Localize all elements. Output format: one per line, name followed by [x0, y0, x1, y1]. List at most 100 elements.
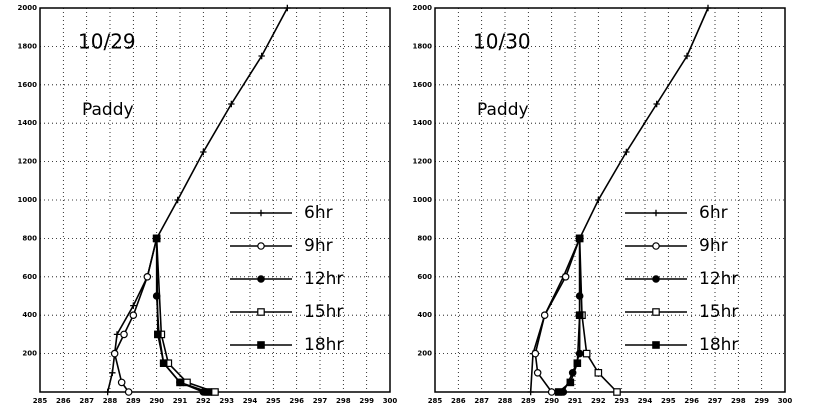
marker: [257, 209, 265, 217]
legend-label: 18hr: [304, 335, 343, 355]
y-tick-label: 200: [22, 350, 37, 358]
marker: [594, 369, 603, 377]
y-tick-label: 1600: [18, 81, 38, 89]
marker: [257, 341, 265, 349]
marker: [554, 388, 563, 396]
x-tick-label: 295: [266, 397, 281, 405]
marker: [623, 148, 630, 156]
marker: [652, 308, 660, 316]
plot-frame: [434, 7, 786, 393]
annotation: 10/29: [78, 30, 136, 54]
marker: [152, 234, 161, 243]
marker: [143, 272, 152, 281]
y-tick-label: 1600: [413, 81, 433, 89]
y-tick-label: 2000: [413, 4, 433, 12]
legend-label: 6hr: [699, 203, 728, 223]
x-tick-label: 286: [56, 397, 71, 405]
marker: [117, 378, 126, 387]
marker: [704, 4, 712, 12]
marker: [154, 330, 162, 339]
marker: [257, 242, 265, 250]
marker: [200, 148, 207, 156]
marker: [527, 388, 534, 396]
annotation: Paddy: [82, 100, 134, 120]
legend-label: 9hr: [304, 236, 333, 256]
x-tick-label: 291: [173, 397, 188, 405]
x-tick-label: 293: [219, 397, 234, 405]
marker: [575, 311, 584, 320]
x-tick-label: 287: [79, 397, 94, 405]
annotation: Paddy: [477, 100, 529, 120]
series-line: [155, 238, 216, 393]
marker: [113, 331, 121, 338]
x-tick-label: 298: [731, 397, 746, 405]
marker: [104, 388, 111, 396]
y-tick-label: 600: [417, 273, 432, 281]
marker: [258, 52, 265, 60]
marker: [582, 349, 591, 358]
marker: [575, 234, 584, 243]
y-tick-label: 800: [417, 234, 432, 242]
legend-label: 9hr: [699, 236, 728, 256]
y-tick-label: 1800: [413, 42, 433, 50]
marker: [211, 388, 219, 396]
marker: [257, 275, 265, 283]
legend-label: 15hr: [304, 302, 343, 322]
marker: [683, 52, 691, 60]
marker: [124, 388, 133, 396]
marker: [204, 388, 212, 396]
marker: [653, 100, 660, 108]
annotation: 10/30: [473, 30, 531, 54]
x-tick-label: 293: [614, 397, 629, 405]
x-tick-label: 300: [778, 397, 793, 405]
marker: [540, 311, 549, 320]
x-tick-label: 299: [359, 397, 374, 405]
x-tick-label: 288: [498, 397, 513, 405]
x-tick-label: 289: [126, 397, 141, 405]
legend-label: 6hr: [304, 203, 333, 223]
y-tick-label: 400: [417, 311, 432, 319]
y-tick-label: 1800: [18, 42, 38, 50]
series-line: [529, 7, 709, 393]
y-tick-label: 1000: [413, 196, 433, 204]
marker: [176, 378, 184, 387]
marker: [110, 349, 119, 358]
y-tick-label: 800: [22, 234, 37, 242]
x-tick-label: 290: [149, 397, 164, 405]
x-tick-label: 296: [684, 397, 699, 405]
x-tick-label: 294: [638, 397, 653, 405]
marker: [159, 359, 168, 368]
x-tick-label: 287: [474, 397, 489, 405]
marker: [284, 4, 291, 12]
marker: [566, 378, 575, 387]
x-tick-label: 298: [336, 397, 351, 405]
marker: [130, 302, 137, 309]
x-tick-label: 285: [428, 397, 443, 405]
y-tick-label: 2000: [18, 4, 38, 12]
x-tick-label: 295: [661, 397, 676, 405]
y-tick-label: 600: [22, 273, 37, 281]
marker: [109, 369, 116, 376]
marker: [228, 100, 235, 108]
x-tick-label: 290: [544, 397, 559, 405]
marker: [129, 311, 138, 320]
x-tick-label: 300: [383, 397, 398, 405]
marker: [652, 341, 660, 349]
legend-label: 12hr: [699, 269, 738, 289]
y-tick-label: 1200: [413, 158, 433, 166]
x-tick-label: 294: [243, 397, 258, 405]
marker: [652, 209, 660, 217]
x-tick-label: 297: [313, 397, 328, 405]
marker: [595, 196, 602, 204]
y-tick-label: 1200: [18, 158, 38, 166]
legend-label: 15hr: [699, 302, 738, 322]
x-tick-label: 285: [33, 397, 48, 405]
x-tick-label: 292: [196, 397, 211, 405]
marker: [533, 368, 542, 377]
marker: [120, 330, 128, 339]
marker: [652, 242, 660, 250]
y-tick-label: 200: [417, 350, 432, 358]
marker: [561, 272, 570, 281]
marker: [174, 196, 181, 204]
